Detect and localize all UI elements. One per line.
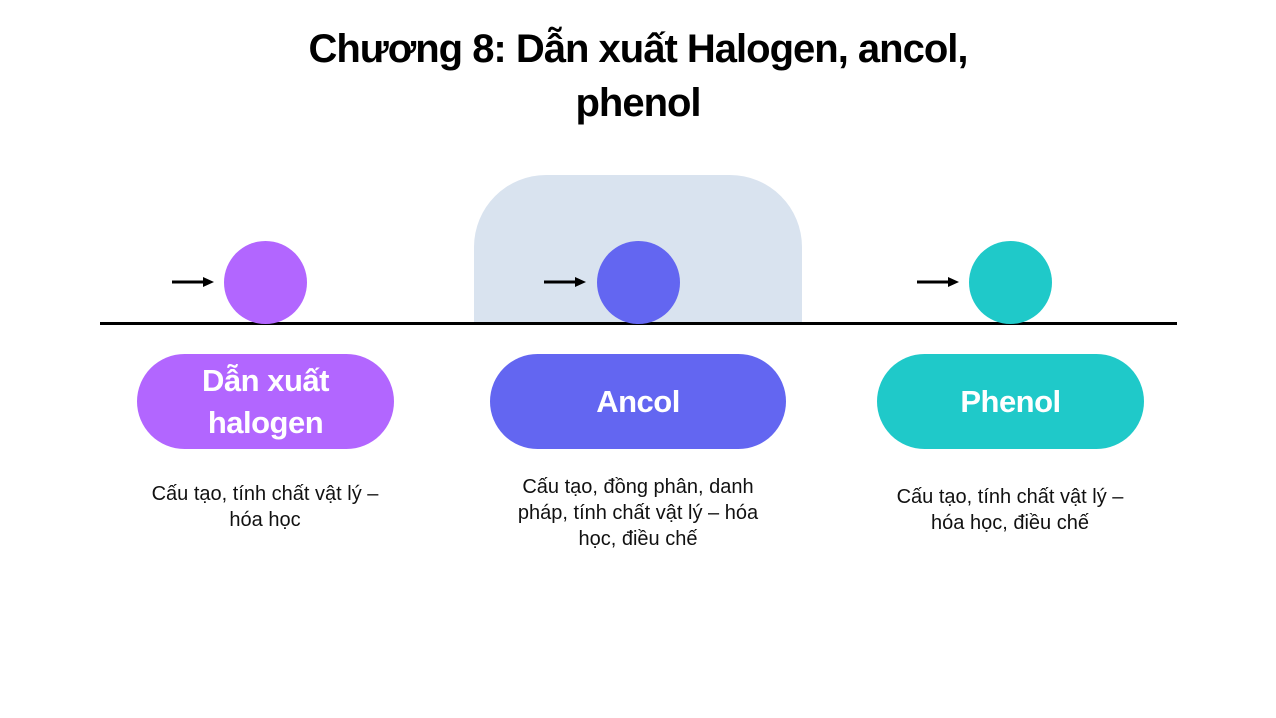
stage-description-ancol: Cấu tạo, đồng phân, danh pháp, tính chất…	[517, 476, 759, 550]
stage-description-halogen: Cấu tạo, tính chất vật lý – hóa học	[151, 483, 379, 531]
stage-label: Phenol	[960, 383, 1061, 419]
timeline-node-phenol	[969, 241, 1052, 324]
stage-pill-phenol[interactable]: Phenol	[877, 354, 1144, 449]
page-title: Chương 8: Dẫn xuất Halogen, ancol, pheno…	[238, 22, 1038, 130]
arrow-right-icon	[917, 276, 959, 288]
stage-pill-halogen[interactable]: Dẫn xuất halogen	[137, 354, 394, 449]
stage-pill-ancol[interactable]: Ancol	[490, 354, 786, 449]
arrow-right-icon	[544, 276, 586, 288]
stage-label: Ancol	[596, 383, 680, 419]
arrow-right-icon	[172, 276, 214, 288]
timeline-node-ancol	[597, 241, 680, 324]
timeline-node-halogen	[224, 241, 307, 324]
page-title-line-1: Chương 8: Dẫn xuất Halogen, ancol,	[308, 27, 968, 71]
stage-label: Dẫn xuất halogen	[202, 362, 329, 440]
stage-description-phenol: Cấu tạo, tính chất vật lý – hóa học, điề…	[896, 486, 1124, 534]
page-title-line-2: phenol	[575, 81, 701, 125]
